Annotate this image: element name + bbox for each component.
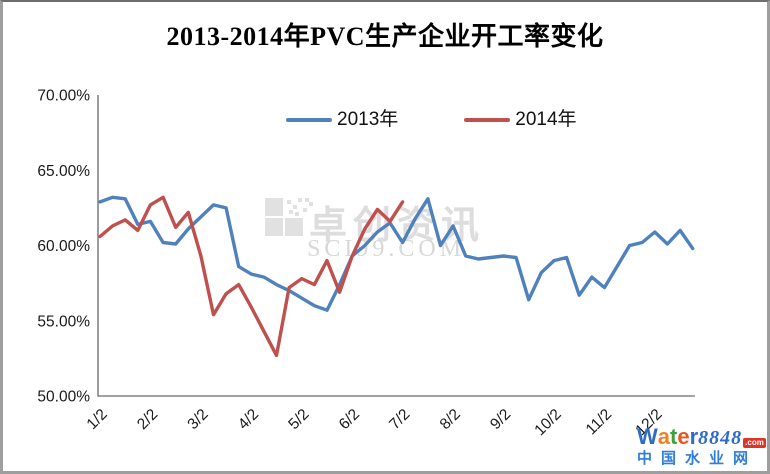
x-axis-tick-label: 4/2 <box>235 406 262 433</box>
sci99-logo-icon <box>265 198 313 236</box>
x-axis-tick-label: 8/2 <box>437 406 464 433</box>
x-axis-tick-label: 3/2 <box>184 406 211 433</box>
x-axis-tick-label: 11/2 <box>583 406 616 439</box>
series-line-2014 <box>98 195 405 358</box>
legend-swatch <box>464 117 511 122</box>
legend-swatch <box>286 117 332 122</box>
series-line-2013 <box>98 195 695 312</box>
chart-legend: 2013年 2014年 <box>286 110 577 129</box>
water8848-letter: a <box>657 424 671 449</box>
water8848-number: 8848 <box>698 427 743 449</box>
x-axis-tick-label: 1/2 <box>84 406 111 433</box>
chart-title: 2013-2014年PVC生产企业开工率变化 <box>166 22 604 51</box>
y-axis-tick-label: 70.00% <box>37 88 90 105</box>
x-axis-tick-label: 5/2 <box>285 406 312 433</box>
y-axis-tick-label: 50.00% <box>37 389 90 406</box>
x-axis-tick-label: 9/2 <box>487 406 514 433</box>
x-axis-tick-label: 7/2 <box>386 406 413 433</box>
x-axis-tick-label: 2/2 <box>134 406 161 433</box>
y-axis-tick-label: 55.00% <box>37 313 90 330</box>
x-axis-tick-label: 10/2 <box>531 406 564 439</box>
y-axis-tick-label: 65.00% <box>37 163 90 180</box>
x-axis-tick-label: 6/2 <box>336 406 363 433</box>
water8848-letter: t <box>670 424 678 449</box>
water8848-tld-badge: .com <box>743 438 766 448</box>
chart-svg: 70.00% 65.00% 60.00% 55.00% 50.00%1/2 2/2 3/2 4… <box>37 88 695 439</box>
sci99-domain-text: SCI99.COM <box>307 236 466 262</box>
legend-item-2013: 2013年 <box>286 110 398 129</box>
water8848-letter: e <box>677 424 690 449</box>
y-axis-tick-label: 60.00% <box>37 238 90 255</box>
legend-label: 2013年 <box>337 109 399 130</box>
legend-label: 2014年 <box>515 109 577 130</box>
water8848-letter: W <box>637 424 658 449</box>
water8848-subtitle: 中国水业网 <box>637 450 758 467</box>
water8848-letter: r <box>689 424 699 449</box>
axis-lines <box>97 95 695 397</box>
legend-item-2014: 2014年 <box>464 109 577 130</box>
